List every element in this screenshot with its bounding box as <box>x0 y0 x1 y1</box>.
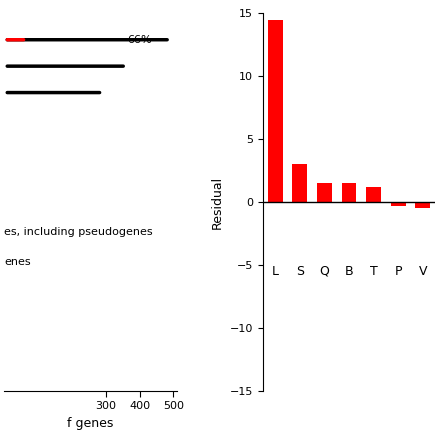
Y-axis label: Residual: Residual <box>211 175 224 229</box>
Text: T: T <box>370 265 377 278</box>
Bar <box>366 187 381 202</box>
Bar <box>391 202 405 206</box>
Text: P: P <box>394 265 402 278</box>
Bar <box>341 183 357 202</box>
X-axis label: f genes: f genes <box>67 416 114 430</box>
Text: B: B <box>232 0 245 2</box>
Text: 66%: 66% <box>128 35 152 45</box>
Text: enes: enes <box>4 258 31 267</box>
Text: L: L <box>272 265 279 278</box>
Bar <box>416 202 430 208</box>
Text: V: V <box>419 265 427 278</box>
Text: S: S <box>296 265 304 278</box>
Bar <box>293 164 307 202</box>
Bar <box>268 20 282 202</box>
Text: B: B <box>345 265 353 278</box>
Text: Q: Q <box>319 265 329 278</box>
Text: es, including pseudogenes: es, including pseudogenes <box>4 227 153 237</box>
Bar <box>317 183 332 202</box>
